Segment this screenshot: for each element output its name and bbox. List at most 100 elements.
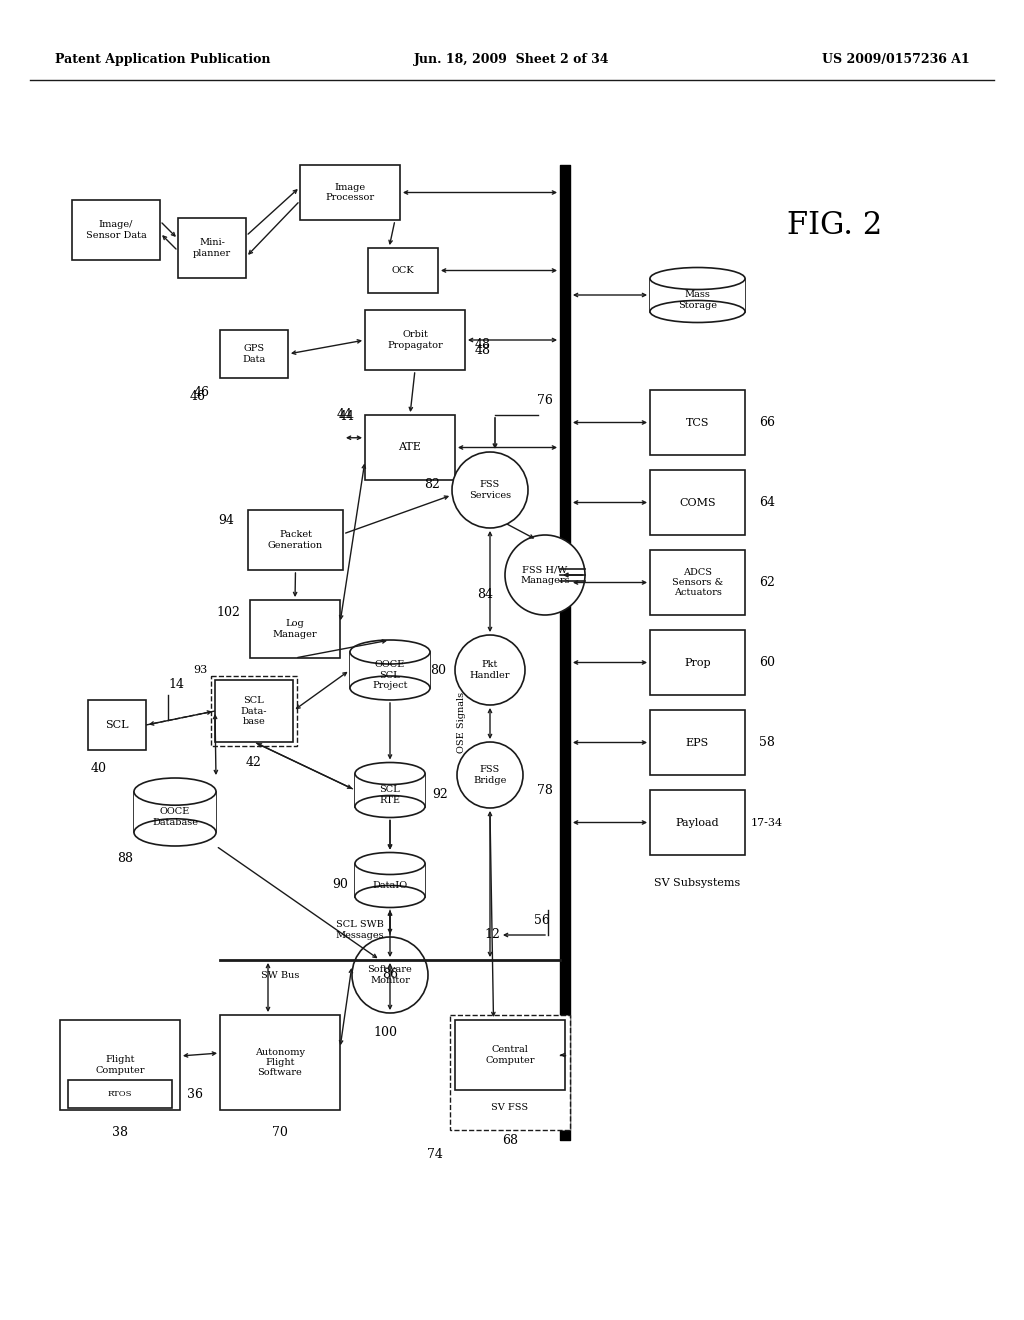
Bar (300, 165, 400, 220)
Text: 68: 68 (502, 1134, 518, 1147)
Ellipse shape (650, 268, 745, 289)
Text: 82: 82 (424, 479, 440, 491)
Bar (211, 676, 297, 746)
Text: Prop: Prop (684, 657, 711, 668)
Circle shape (455, 635, 525, 705)
Text: SV Subsystems: SV Subsystems (654, 878, 740, 888)
Bar (650, 550, 745, 615)
Text: EPS: EPS (686, 738, 710, 747)
Text: SV FSS: SV FSS (492, 1104, 528, 1113)
Text: SCL: SCL (105, 719, 129, 730)
Ellipse shape (134, 777, 216, 805)
Bar (650, 389, 745, 455)
Text: 70: 70 (272, 1126, 288, 1138)
Text: TCS: TCS (686, 417, 710, 428)
Bar (355, 863, 425, 896)
Text: Software
Monitor: Software Monitor (368, 965, 413, 985)
Text: 14: 14 (168, 678, 184, 692)
Text: SCL
Data-
base: SCL Data- base (241, 696, 267, 726)
Text: Image
Processor: Image Processor (326, 182, 375, 202)
Text: Mini-
planner: Mini- planner (193, 239, 231, 257)
Bar (220, 330, 288, 378)
Bar (88, 700, 146, 750)
Text: 46: 46 (194, 387, 210, 400)
Text: FSS H/W
Managers: FSS H/W Managers (520, 565, 569, 585)
Text: SCL
RTE: SCL RTE (380, 785, 400, 805)
Text: 56: 56 (535, 913, 550, 927)
Text: 93: 93 (193, 665, 207, 675)
Text: 44: 44 (337, 408, 353, 421)
Circle shape (457, 742, 523, 808)
Ellipse shape (350, 676, 430, 700)
Text: Mass
Storage: Mass Storage (678, 290, 717, 310)
Text: OCK: OCK (392, 267, 415, 275)
Circle shape (505, 535, 585, 615)
Bar (68, 1080, 172, 1107)
Text: 48: 48 (475, 343, 490, 356)
Text: RTOS: RTOS (108, 1090, 132, 1098)
Bar (350, 652, 430, 688)
Text: FIG. 2: FIG. 2 (787, 210, 883, 240)
Text: Patent Application Publication: Patent Application Publication (55, 54, 270, 66)
Bar (355, 774, 425, 807)
Text: COMS: COMS (679, 498, 716, 507)
Bar (220, 1015, 340, 1110)
Text: DataIO: DataIO (373, 880, 408, 890)
Bar (450, 1015, 570, 1130)
Text: 90: 90 (332, 879, 348, 891)
Text: 84: 84 (477, 589, 493, 602)
Bar (368, 248, 438, 293)
Text: FSS
Bridge: FSS Bridge (473, 766, 507, 784)
Bar (650, 630, 745, 696)
Text: 62: 62 (759, 576, 775, 589)
Text: 102: 102 (216, 606, 240, 619)
Text: 100: 100 (373, 1027, 397, 1040)
Text: Packet
Generation: Packet Generation (268, 531, 323, 549)
Ellipse shape (350, 640, 430, 664)
Text: 40: 40 (91, 762, 106, 775)
Text: US 2009/0157236 A1: US 2009/0157236 A1 (822, 54, 970, 66)
Text: 44: 44 (339, 411, 355, 424)
Bar (215, 680, 293, 742)
Ellipse shape (134, 818, 216, 846)
Text: OOCE
Database: OOCE Database (152, 808, 198, 826)
Bar (178, 218, 246, 279)
Text: Jun. 18, 2009  Sheet 2 of 34: Jun. 18, 2009 Sheet 2 of 34 (415, 54, 609, 66)
Text: 88: 88 (117, 851, 133, 865)
Text: SW Bus: SW Bus (261, 970, 299, 979)
Ellipse shape (355, 886, 425, 908)
Text: Payload: Payload (676, 817, 719, 828)
Text: 17-34: 17-34 (751, 817, 783, 828)
Text: Image/
Sensor Data: Image/ Sensor Data (86, 220, 146, 240)
Text: Flight
Computer: Flight Computer (95, 1055, 144, 1074)
Text: Autonomy
Flight
Software: Autonomy Flight Software (255, 1048, 305, 1077)
Ellipse shape (355, 763, 425, 784)
Text: 42: 42 (246, 755, 262, 768)
Circle shape (452, 451, 528, 528)
Bar (650, 279, 745, 312)
Text: 48: 48 (475, 338, 490, 351)
Bar (650, 710, 745, 775)
Text: 64: 64 (759, 496, 775, 510)
Text: OSE Signals: OSE Signals (458, 692, 467, 752)
Bar (250, 601, 340, 657)
Text: 92: 92 (432, 788, 447, 801)
Text: ADCS
Sensors &
Actuators: ADCS Sensors & Actuators (672, 568, 723, 598)
Circle shape (352, 937, 428, 1012)
Bar (650, 470, 745, 535)
Text: OOCE
SCL
Project: OOCE SCL Project (373, 660, 408, 690)
Text: 80: 80 (430, 664, 446, 676)
Text: FSS
Services: FSS Services (469, 480, 511, 500)
Bar (60, 1020, 180, 1110)
Text: ATE: ATE (398, 442, 422, 453)
Ellipse shape (650, 301, 745, 322)
Bar (72, 201, 160, 260)
Ellipse shape (355, 796, 425, 817)
Text: 58: 58 (759, 737, 775, 748)
Text: 60: 60 (759, 656, 775, 669)
Bar (365, 414, 455, 480)
Text: 86: 86 (382, 969, 398, 982)
Bar (650, 789, 745, 855)
Text: 12: 12 (484, 928, 500, 941)
Bar (134, 792, 216, 833)
